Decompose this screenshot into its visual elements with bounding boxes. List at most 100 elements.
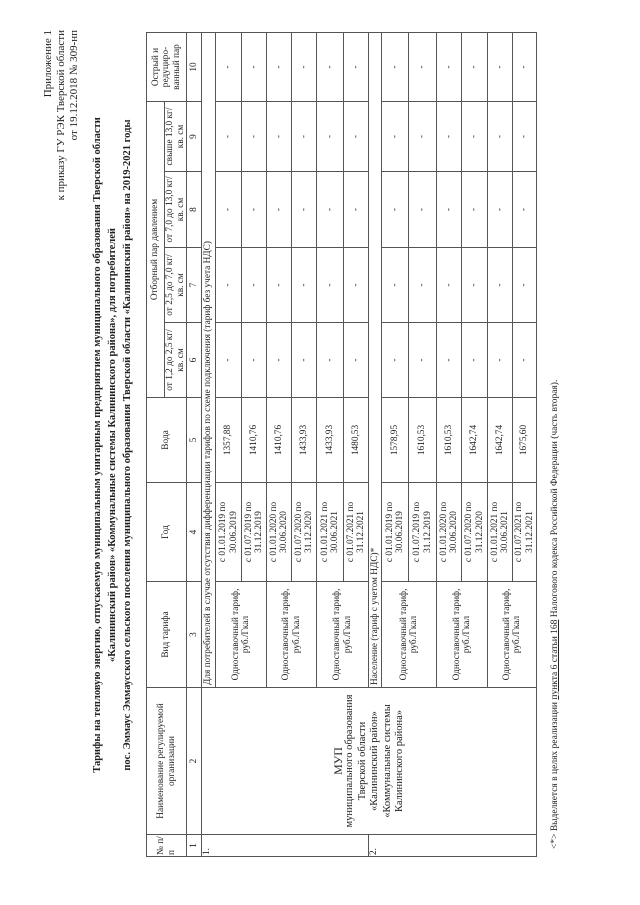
- steam-value: -: [436, 101, 462, 172]
- period: с 01.01.2019 по 30.06.2019: [215, 482, 242, 582]
- water-value: 1480,53: [343, 397, 369, 483]
- steam-value: -: [291, 171, 317, 248]
- organization-name: МУП муниципального образования Тверской о…: [201, 687, 537, 835]
- steam-value: -: [461, 32, 488, 102]
- tariff-table: № п/ п Наименование регулируемой организ…: [146, 32, 537, 857]
- steam-value: -: [408, 32, 437, 102]
- title-line: пос. Эммаус Эммаусского сельского поселе…: [122, 119, 133, 771]
- steam-value: -: [291, 322, 317, 398]
- steam-value: -: [215, 247, 242, 323]
- steam-value: -: [487, 171, 513, 248]
- steam-value: -: [291, 247, 317, 323]
- steam-value: -: [381, 247, 409, 323]
- tariff-type: Одноставочный тариф, руб./Гкал: [381, 581, 437, 688]
- appendix-line: Приложение 1: [42, 30, 54, 98]
- steam-value: -: [266, 247, 292, 323]
- steam-value: -: [436, 322, 462, 398]
- steam-value: -: [512, 322, 537, 398]
- steam-value: -: [461, 171, 488, 248]
- steam-value: -: [241, 247, 267, 323]
- appendix-line: к приказу ГУ РЭК Тверской области: [55, 30, 67, 201]
- steam-value: -: [215, 322, 242, 398]
- header-num: № п/ п: [146, 834, 187, 857]
- period: с 01.01.2021 по 30.06.2021: [316, 482, 344, 582]
- steam-value: -: [408, 247, 437, 323]
- header-tariff-type: Вид тарифа: [146, 581, 187, 688]
- column-number: 5: [186, 397, 202, 483]
- period: с 01.01.2020 по 30.06.2020: [266, 482, 292, 582]
- footnote-link[interactable]: пункта 6 статьи 168: [550, 619, 560, 700]
- section-title: Для потребителей в случае отсутствия диф…: [201, 32, 216, 688]
- column-number: 2: [186, 687, 202, 835]
- steam-value: -: [266, 171, 292, 248]
- header-pressure-4: свыше 13,0 кг/кв. см: [164, 101, 187, 172]
- steam-value: -: [436, 171, 462, 248]
- steam-value: -: [461, 247, 488, 323]
- water-value: 1410,76: [241, 397, 267, 483]
- steam-value: -: [408, 171, 437, 248]
- tariff-type: Одноставочный тариф, руб./Гкал: [266, 581, 317, 688]
- steam-value: -: [436, 247, 462, 323]
- steam-value: -: [487, 322, 513, 398]
- steam-value: -: [512, 32, 537, 102]
- period: с 01.01.2021 по 30.06.2021: [487, 482, 513, 582]
- period: с 01.07.2021 по 31.12.2021: [343, 482, 369, 582]
- steam-value: -: [512, 171, 537, 248]
- steam-value: -: [408, 101, 437, 172]
- steam-value: -: [241, 101, 267, 172]
- column-number-row: 1 2 3 4 5 6 7 8 9 10: [186, 32, 202, 857]
- water-value: 1357,88: [215, 397, 242, 483]
- steam-value: -: [343, 101, 369, 172]
- period: с 01.01.2020 по 30.06.2020: [436, 482, 462, 582]
- period: с 01.01.2019 по 30.06.2019: [381, 482, 409, 582]
- row-number: 1.: [201, 834, 369, 857]
- steam-value: -: [343, 322, 369, 398]
- steam-value: -: [487, 101, 513, 172]
- title-line: «Калининский район» «Коммунальные систем…: [107, 228, 118, 662]
- steam-value: -: [381, 322, 409, 398]
- steam-value: -: [266, 32, 292, 102]
- period: с 01.07.2020 по 31.12.2020: [291, 482, 317, 582]
- steam-value: -: [241, 322, 267, 398]
- tariff-type: Одноставочный тариф, руб./Гкал: [215, 581, 267, 688]
- steam-value: -: [487, 32, 513, 102]
- column-number: 4: [186, 482, 202, 582]
- water-value: 1642,74: [487, 397, 513, 483]
- steam-value: -: [215, 32, 242, 102]
- organization-full: муниципального образования Тверской обла…: [344, 694, 405, 828]
- steam-value: -: [316, 171, 344, 248]
- water-value: 1675,60: [512, 397, 537, 483]
- footnote-text: <*> Выделяется в целях реализации: [550, 699, 560, 849]
- tariff-type: Одноставочный тариф, руб./Гкал: [487, 581, 537, 688]
- steam-value: -: [512, 101, 537, 172]
- steam-value: -: [241, 32, 267, 102]
- steam-value: -: [316, 322, 344, 398]
- tariff-type: Одноставочный тариф, руб./Гкал: [316, 581, 369, 688]
- tariff-type: Одноставочный тариф, руб./Гкал: [436, 581, 488, 688]
- steam-value: -: [343, 171, 369, 248]
- steam-value: -: [316, 32, 344, 102]
- header-pressure-2: от 2,5 до 7,0 кг/кв. см: [164, 247, 187, 323]
- column-number: 10: [186, 32, 202, 102]
- footnote-text: Налогового кодекса Российской Федерации …: [550, 379, 560, 620]
- steam-value: -: [266, 101, 292, 172]
- water-value: 1410,76: [266, 397, 292, 483]
- header-steam-group: Отборный пар давлением: [146, 101, 165, 398]
- section-title: Население (тариф с учетом НДС)*: [368, 32, 382, 688]
- period: с 01.07.2019 по 31.12.2019: [241, 482, 267, 582]
- appendix-line: от 19.12.2018 № 309-нп: [68, 30, 80, 141]
- steam-value: -: [343, 247, 369, 323]
- period: с 01.07.2020 по 31.12.2020: [461, 482, 488, 582]
- steam-value: -: [512, 247, 537, 323]
- header-year: Год: [146, 482, 187, 582]
- column-number: 6: [186, 322, 202, 398]
- steam-value: -: [215, 171, 242, 248]
- row-number: 2.: [368, 834, 537, 857]
- steam-value: -: [381, 101, 409, 172]
- steam-value: -: [381, 32, 409, 102]
- water-value: 1610,53: [408, 397, 437, 483]
- footnote: <*> Выделяется в целях реализации пункта…: [550, 380, 560, 849]
- water-value: 1433,93: [291, 397, 317, 483]
- steam-value: -: [381, 171, 409, 248]
